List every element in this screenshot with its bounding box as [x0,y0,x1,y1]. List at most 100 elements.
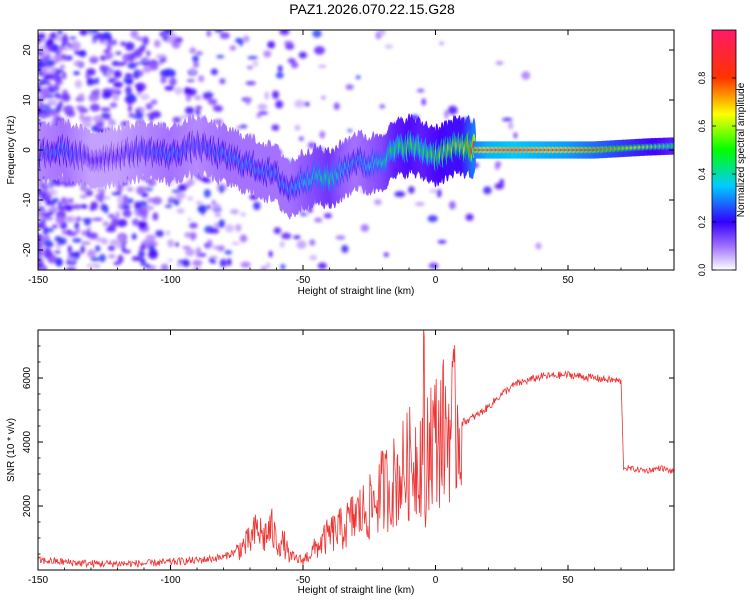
noise-blob [54,92,61,97]
noise-blob [54,250,61,254]
snr-x-axis: -150 -100 -50 0 50 [28,330,675,586]
noise-blob [247,55,258,60]
noise-blob [105,226,117,233]
noise-blob [125,86,132,95]
noise-blob [271,124,280,131]
noise-blob [41,104,51,108]
x-tick-label: 50 [562,275,574,286]
noise-blob [113,70,122,79]
noise-blob [378,30,386,37]
noise-blob [106,70,113,79]
noise-blob [197,204,208,214]
noise-blob [314,46,325,55]
noise-blob [79,194,88,199]
noise-blob [219,258,227,268]
noise-blob [140,45,147,49]
colorbar-tick-label: 0.6 [697,120,707,133]
noise-blob [38,223,45,228]
noise-blob [508,121,514,130]
noise-blob [93,91,100,96]
noise-blob [142,36,149,45]
noise-blob [190,67,196,76]
noise-blob [253,201,261,211]
noise-blob [421,98,427,106]
noise-blob [134,62,141,66]
noise-blob [38,33,46,39]
noise-blob [134,201,141,210]
noise-blob [137,70,144,77]
spectrogram-x-axis: -150 -100 -50 0 50 [28,30,675,286]
noise-blob [138,208,149,217]
noise-blob [189,47,196,54]
noise-blob [106,45,112,52]
noise-blob [139,221,146,228]
noise-blob [138,249,146,258]
noise-blob [124,41,135,51]
noise-blob [240,261,251,268]
noise-blob [192,55,199,63]
noise-blob [122,249,131,254]
noise-blob [108,254,116,259]
colorbar-tick-label: 0.4 [697,168,707,181]
noise-blob [58,100,63,108]
noise-blob [231,241,240,245]
noise-blob [85,74,90,79]
noise-blob [86,227,91,232]
noise-blob [309,254,318,261]
noise-blob [104,52,112,60]
noise-blob [53,43,59,51]
noise-blob [195,200,203,206]
noise-blob [212,203,221,211]
noise-blob [122,61,128,65]
noise-blob [46,38,55,45]
noise-blob [448,200,456,210]
noise-blob [127,104,133,113]
noise-blob [122,53,133,62]
noise-blob [88,94,99,103]
noise-blob [90,256,100,262]
noise-blob [45,182,53,188]
noise-blob [44,74,53,80]
noise-blob [146,50,151,57]
noise-blob [317,262,327,270]
colorbar-tick-label: 0.0 [697,264,707,277]
noise-blob [235,223,242,232]
x-tick-label: 0 [433,575,439,586]
noise-blob [513,132,518,139]
noise-blob [38,215,46,221]
noise-blob [60,64,65,70]
noise-blob [112,94,120,101]
noise-blob [333,102,340,111]
noise-blob [87,249,97,258]
noise-blob [91,125,99,132]
noise-blob [72,238,82,243]
noise-blob [124,97,130,102]
noise-blob [185,94,192,102]
noise-blob [74,221,80,231]
noise-blob [309,239,316,246]
noise-blob [80,245,85,254]
x-tick-label: -150 [28,275,48,286]
noise-blob [120,41,126,46]
noise-blob [102,221,109,227]
noise-blob [130,30,139,39]
noise-blob [494,161,502,168]
noise-blob [185,248,195,257]
noise-blob [374,199,382,206]
noise-blob [208,228,216,234]
noise-blob [214,30,223,33]
noise-blob [176,208,185,214]
noise-blob [176,262,184,268]
noise-blob [439,41,445,46]
noise-blob [60,197,70,205]
noise-blob [82,116,93,121]
noise-blob [195,105,203,110]
noise-blob [103,39,109,46]
noise-blob [216,54,225,59]
noise-blob [116,218,128,228]
noise-blob [212,245,223,250]
noise-blob [80,241,91,245]
noise-blob [122,209,132,218]
noise-blob [280,30,289,34]
noise-blob [429,189,439,194]
